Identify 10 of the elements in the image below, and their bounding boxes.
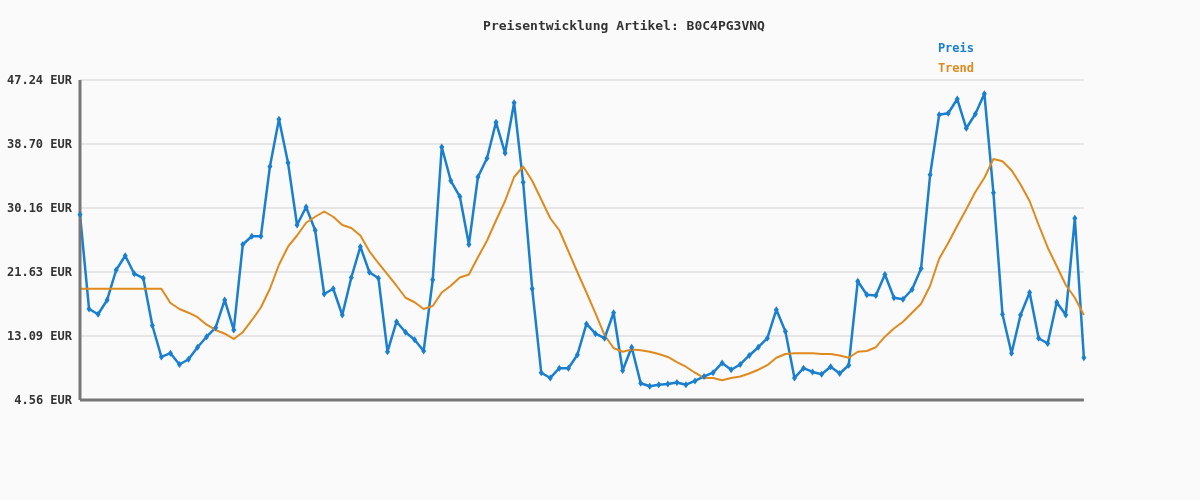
y-tick-label: 4.56 EUR bbox=[14, 393, 73, 408]
y-tick-label: 47.24 EUR bbox=[6, 73, 73, 88]
text: Preis bbox=[937, 40, 974, 57]
y-tick-label: 30.16 EUR bbox=[6, 201, 73, 216]
chart-title: Preisentwicklung Artikel: B0C4PG3VNQ bbox=[482, 18, 766, 33]
y-tick-label: 13.09 EUR bbox=[6, 329, 73, 344]
text: Trend bbox=[937, 60, 974, 77]
line-series bbox=[79, 158, 1085, 382]
y-tick-label: 38.70 EUR bbox=[6, 137, 73, 152]
y-tick-label: 21.63 EUR bbox=[6, 265, 73, 280]
